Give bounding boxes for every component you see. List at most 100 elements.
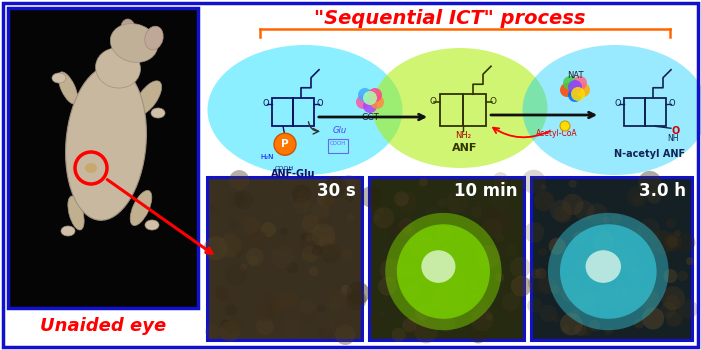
Circle shape [599, 278, 605, 284]
Ellipse shape [58, 72, 78, 104]
Circle shape [346, 281, 369, 305]
Circle shape [299, 233, 320, 254]
Ellipse shape [110, 23, 158, 62]
Text: O: O [317, 99, 323, 108]
Text: O: O [672, 126, 680, 136]
Text: COOH: COOH [329, 141, 346, 146]
Circle shape [378, 208, 384, 214]
FancyBboxPatch shape [207, 177, 362, 340]
Text: ANF: ANF [452, 143, 477, 153]
Circle shape [254, 301, 275, 321]
Circle shape [358, 88, 372, 102]
Circle shape [686, 257, 694, 265]
Circle shape [229, 170, 250, 190]
Circle shape [610, 288, 634, 312]
Text: O: O [430, 98, 437, 106]
Circle shape [496, 234, 505, 243]
Circle shape [388, 219, 407, 239]
Circle shape [336, 313, 351, 329]
Circle shape [576, 83, 590, 97]
Circle shape [418, 177, 428, 187]
FancyBboxPatch shape [8, 8, 198, 308]
Circle shape [231, 193, 245, 207]
Circle shape [677, 271, 688, 281]
Circle shape [590, 291, 600, 302]
Circle shape [301, 215, 320, 233]
Circle shape [573, 288, 594, 308]
Circle shape [311, 202, 329, 220]
Text: O: O [669, 99, 675, 108]
Circle shape [294, 279, 301, 286]
Ellipse shape [52, 73, 66, 83]
Ellipse shape [95, 48, 140, 88]
Circle shape [552, 315, 559, 323]
FancyBboxPatch shape [531, 177, 692, 340]
Circle shape [468, 295, 491, 319]
Circle shape [415, 306, 430, 321]
Circle shape [550, 200, 572, 222]
Circle shape [511, 276, 531, 296]
Circle shape [319, 326, 334, 341]
Circle shape [540, 184, 547, 190]
Text: "Sequential ICT" process: "Sequential ICT" process [314, 9, 586, 28]
Circle shape [639, 285, 660, 305]
Circle shape [405, 225, 416, 236]
Circle shape [374, 215, 381, 222]
Circle shape [333, 268, 347, 282]
Circle shape [611, 213, 622, 224]
Circle shape [446, 295, 466, 315]
Circle shape [573, 76, 587, 90]
Circle shape [638, 171, 662, 195]
Circle shape [270, 231, 287, 249]
Circle shape [429, 249, 440, 259]
Circle shape [663, 269, 677, 283]
Circle shape [538, 248, 547, 256]
Circle shape [231, 233, 252, 255]
Circle shape [271, 246, 294, 268]
Circle shape [278, 290, 298, 311]
Circle shape [341, 285, 352, 296]
Ellipse shape [121, 19, 135, 37]
Circle shape [562, 324, 569, 333]
Circle shape [272, 304, 283, 316]
Circle shape [370, 95, 384, 109]
Circle shape [438, 225, 452, 239]
Circle shape [235, 250, 242, 257]
Circle shape [380, 258, 404, 282]
Circle shape [430, 301, 437, 309]
Circle shape [470, 206, 482, 218]
Ellipse shape [145, 220, 159, 230]
Circle shape [551, 285, 560, 294]
Circle shape [356, 95, 370, 109]
Ellipse shape [151, 108, 165, 118]
Circle shape [611, 250, 629, 268]
Circle shape [292, 184, 311, 204]
Circle shape [469, 297, 476, 304]
Circle shape [346, 194, 354, 202]
Circle shape [346, 213, 355, 222]
Circle shape [562, 194, 583, 215]
Circle shape [568, 80, 582, 94]
Circle shape [219, 321, 240, 342]
Circle shape [242, 224, 257, 239]
Circle shape [369, 206, 376, 212]
Circle shape [395, 265, 403, 272]
Text: P: P [281, 139, 289, 149]
Circle shape [638, 218, 660, 240]
Circle shape [485, 313, 493, 321]
Circle shape [403, 226, 412, 235]
Circle shape [266, 181, 278, 193]
Circle shape [402, 318, 416, 332]
Circle shape [319, 244, 335, 260]
Text: Glu: Glu [333, 126, 347, 135]
Text: NAT: NAT [566, 71, 583, 80]
Circle shape [574, 201, 594, 220]
Circle shape [312, 245, 322, 256]
Circle shape [493, 172, 508, 187]
Circle shape [261, 222, 276, 237]
Circle shape [235, 191, 253, 209]
Text: COOH: COOH [275, 166, 294, 171]
Circle shape [373, 207, 394, 228]
Circle shape [294, 198, 310, 214]
Circle shape [661, 286, 685, 310]
